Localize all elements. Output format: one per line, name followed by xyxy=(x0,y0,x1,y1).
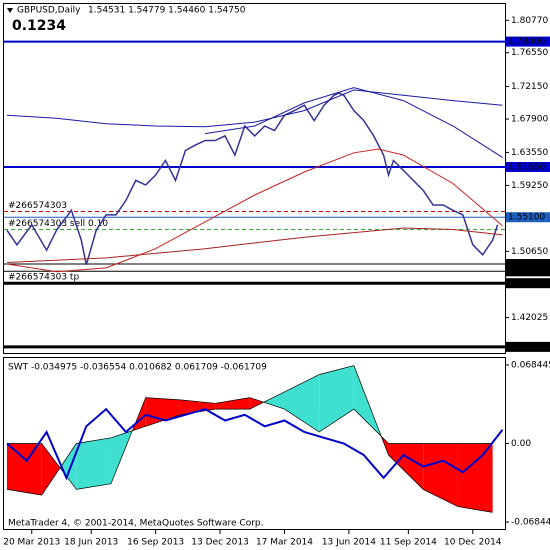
level-box xyxy=(506,36,550,47)
x-tick-label: 10 Dec 2014 xyxy=(444,538,502,548)
y-tick-label: 0.00 xyxy=(511,439,531,449)
main-panel xyxy=(3,3,506,354)
x-tick-label: 11 Sep 2014 xyxy=(380,538,437,548)
oscillator-fill xyxy=(6,443,42,496)
series-ma-mid xyxy=(205,87,503,158)
level-label: 1.55100 xyxy=(508,213,545,223)
order-label: #266574303 tp xyxy=(8,273,79,283)
series-ma-red xyxy=(6,148,503,273)
oscillator-fill xyxy=(423,443,458,507)
y-tick-label: 1.50650 xyxy=(511,247,548,257)
oscillator-fast xyxy=(6,407,504,481)
oscillator-fill xyxy=(60,443,77,490)
y-tick-label: -0.068445 xyxy=(511,518,550,528)
y-tick-label: 1.63550 xyxy=(511,148,548,158)
oscillator-fill xyxy=(41,443,61,496)
oscillator-fill xyxy=(319,365,354,433)
level-label: 1.61650 xyxy=(508,162,545,172)
level-box xyxy=(506,161,550,172)
level-box xyxy=(506,266,550,277)
y-tick-label: 1.72150 xyxy=(511,82,548,92)
oscillator-fill xyxy=(249,397,264,410)
y-tick-label: 1.59250 xyxy=(511,181,548,191)
level-box xyxy=(506,341,550,352)
oscillator-fill xyxy=(284,374,320,433)
order-label: #266574303 xyxy=(8,201,67,211)
oscillator-fill xyxy=(145,397,181,427)
x-tick-label: 13 Jun 2014 xyxy=(322,538,376,548)
chart-title: GBPUSD,Daily xyxy=(17,6,81,16)
level-label: 1.49000 xyxy=(508,260,545,270)
sub-layer: 0.068445 0.00 -0.068445 xyxy=(6,360,550,528)
oscillator-fill xyxy=(180,399,216,415)
quote: 1.54531 1.54779 1.54460 1.54750 xyxy=(88,6,246,16)
y-tick-label: 1.76550 xyxy=(511,48,548,58)
y-tick-label: 1.80770 xyxy=(511,16,548,26)
y-tick-label: 1.67900 xyxy=(511,115,548,125)
footer: MetaTrader 4, © 2001-2014, MetaQuotes So… xyxy=(8,519,264,529)
level-label: 1.38200 xyxy=(508,342,545,352)
order-label: #266574303 sell 0.10 xyxy=(8,219,108,229)
collapse-icon[interactable] xyxy=(7,8,13,13)
level-label: 1.46500 xyxy=(508,279,545,289)
level-box xyxy=(506,212,550,223)
oscillator-b xyxy=(7,397,493,490)
main-layer: 1.80770 1.76550 1.72150 1.67900 1.63550 1.592… xyxy=(3,16,550,548)
series-ma-red2 xyxy=(6,227,503,263)
level-box xyxy=(506,259,550,270)
oscillator-fill xyxy=(388,443,424,490)
y-tick-label: 0.068445 xyxy=(511,360,550,370)
level-label: 1.48050 xyxy=(508,267,545,277)
x-tick-label: 13 Dec 2013 xyxy=(191,538,249,548)
oscillator-fill xyxy=(215,397,250,410)
oscillator-fill xyxy=(76,437,112,490)
x-tick-label: 18 Jun 2013 xyxy=(64,538,118,548)
level-label: 1.78000 xyxy=(508,37,545,47)
badge: 0.1234 xyxy=(12,18,66,34)
x-tick-label: 16 Sep 2013 xyxy=(127,538,184,548)
level-box xyxy=(506,278,550,289)
y-tick-label: 1.42025 xyxy=(511,313,548,323)
oscillator-a xyxy=(6,365,493,513)
indicator-title: SWT -0.034975 -0.036554 0.010682 0.06170… xyxy=(8,363,267,373)
series-price xyxy=(6,92,499,266)
oscillator-fill xyxy=(457,443,493,513)
x-tick-label: 17 Mar 2014 xyxy=(256,538,313,548)
x-tick-label: 20 Mar 2013 xyxy=(3,538,60,548)
series-ma-slow xyxy=(6,89,503,128)
oscillator-fill xyxy=(263,391,285,410)
